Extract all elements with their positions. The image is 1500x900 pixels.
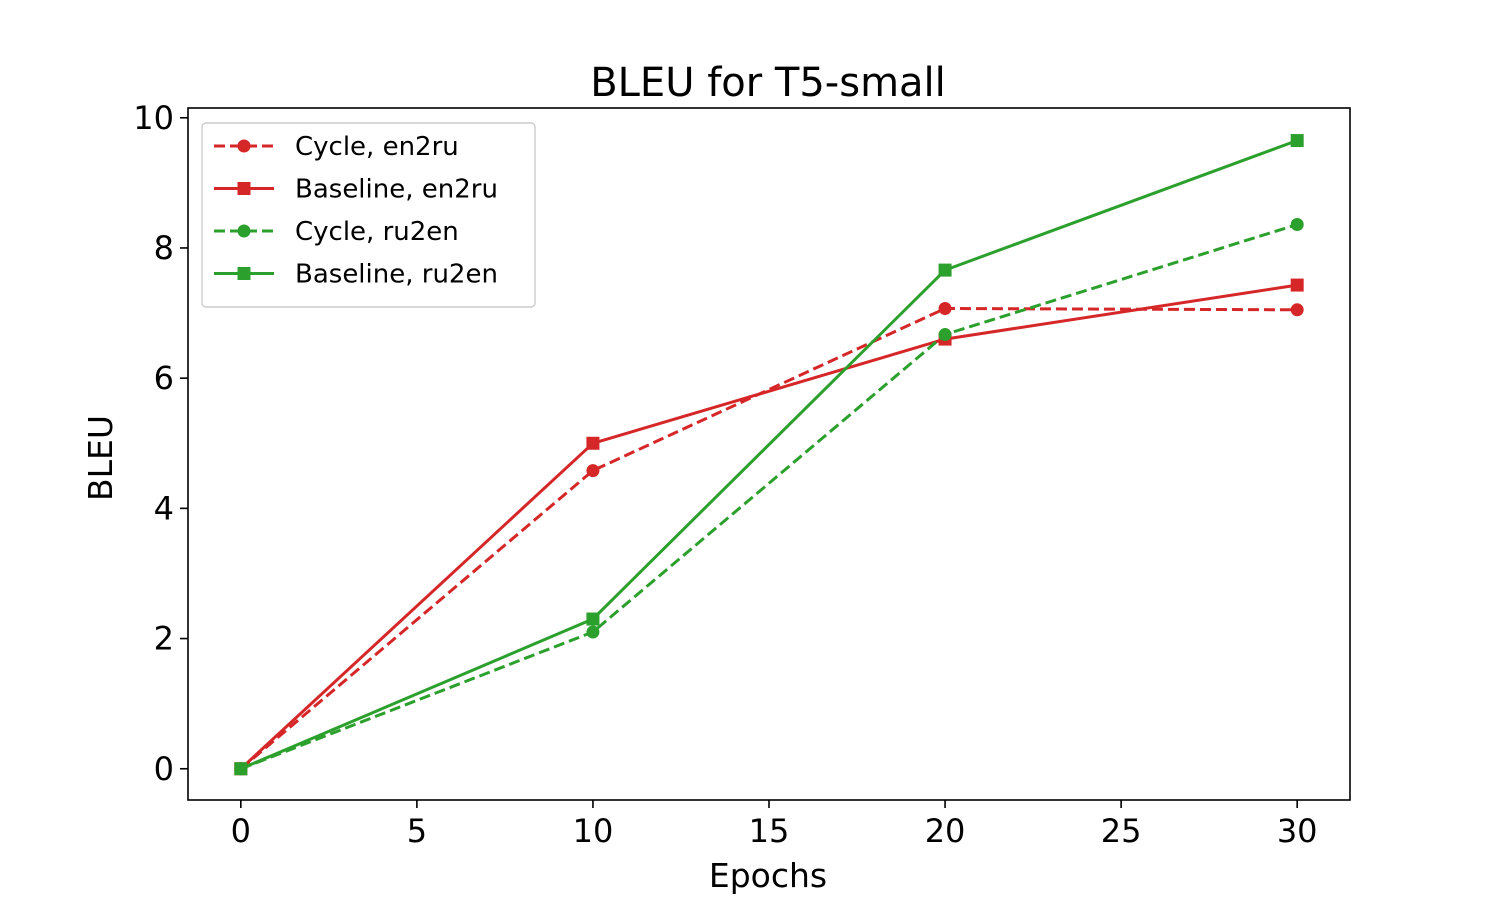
legend-box xyxy=(201,122,536,308)
data-point xyxy=(938,263,952,277)
legend-entry: Baseline, en2ru xyxy=(214,175,498,205)
legend-label: Baseline, en2ru xyxy=(295,175,498,205)
series-line xyxy=(239,283,1298,770)
y-tick-label: 0 xyxy=(154,750,174,788)
y-tick-label: 6 xyxy=(154,359,174,397)
legend-label: Baseline, ru2en xyxy=(295,260,498,290)
chart-title: BLEU for T5-small xyxy=(590,60,946,106)
series-line xyxy=(239,307,1298,770)
plot-area xyxy=(234,134,1304,776)
data-point xyxy=(1290,134,1304,148)
legend-marker xyxy=(237,182,251,195)
axis-ticks: 0 5 10 15 20 25 30 0 2 4 6 8 10 xyxy=(133,99,1317,850)
series-4 xyxy=(234,134,1304,776)
legend-marker xyxy=(237,224,251,238)
data-point xyxy=(1290,218,1304,232)
legend-entry: Cycle, en2ru xyxy=(214,132,459,162)
data-point xyxy=(938,328,952,342)
data-point xyxy=(1290,278,1304,292)
y-tick-label: 4 xyxy=(154,489,174,527)
series-line xyxy=(240,139,1298,771)
legend: Cycle, en2ru Baseline, en2ru Cycle, ru2en B… xyxy=(201,122,536,308)
series-2 xyxy=(234,278,1304,776)
x-tick-label: 0 xyxy=(231,812,251,850)
data-point xyxy=(938,302,952,316)
data-point xyxy=(586,612,600,626)
data-point xyxy=(586,625,600,639)
legend-marker xyxy=(237,139,251,153)
legend-entry: Baseline, ru2en xyxy=(214,260,498,290)
x-tick-label: 20 xyxy=(925,812,966,850)
y-tick-label: 8 xyxy=(154,229,174,267)
x-tick-label: 25 xyxy=(1101,812,1142,850)
x-tick-label: 5 xyxy=(407,812,427,850)
y-tick-label: 2 xyxy=(154,620,174,658)
legend-marker xyxy=(237,267,251,280)
y-tick-label: 10 xyxy=(133,99,174,137)
data-point xyxy=(586,464,600,478)
legend-label: Cycle, ru2en xyxy=(295,217,459,247)
data-point xyxy=(586,436,600,450)
data-point xyxy=(1290,303,1304,317)
legend-label: Cycle, en2ru xyxy=(295,132,459,162)
x-axis-label: Epochs xyxy=(709,856,827,895)
x-tick-label: 15 xyxy=(749,812,790,850)
data-point xyxy=(234,762,248,776)
legend-entry: Cycle, ru2en xyxy=(214,217,459,247)
x-tick-label: 30 xyxy=(1277,812,1318,850)
y-axis-label: BLEU xyxy=(81,415,120,501)
x-tick-label: 10 xyxy=(573,812,614,850)
series-line xyxy=(240,223,1298,771)
